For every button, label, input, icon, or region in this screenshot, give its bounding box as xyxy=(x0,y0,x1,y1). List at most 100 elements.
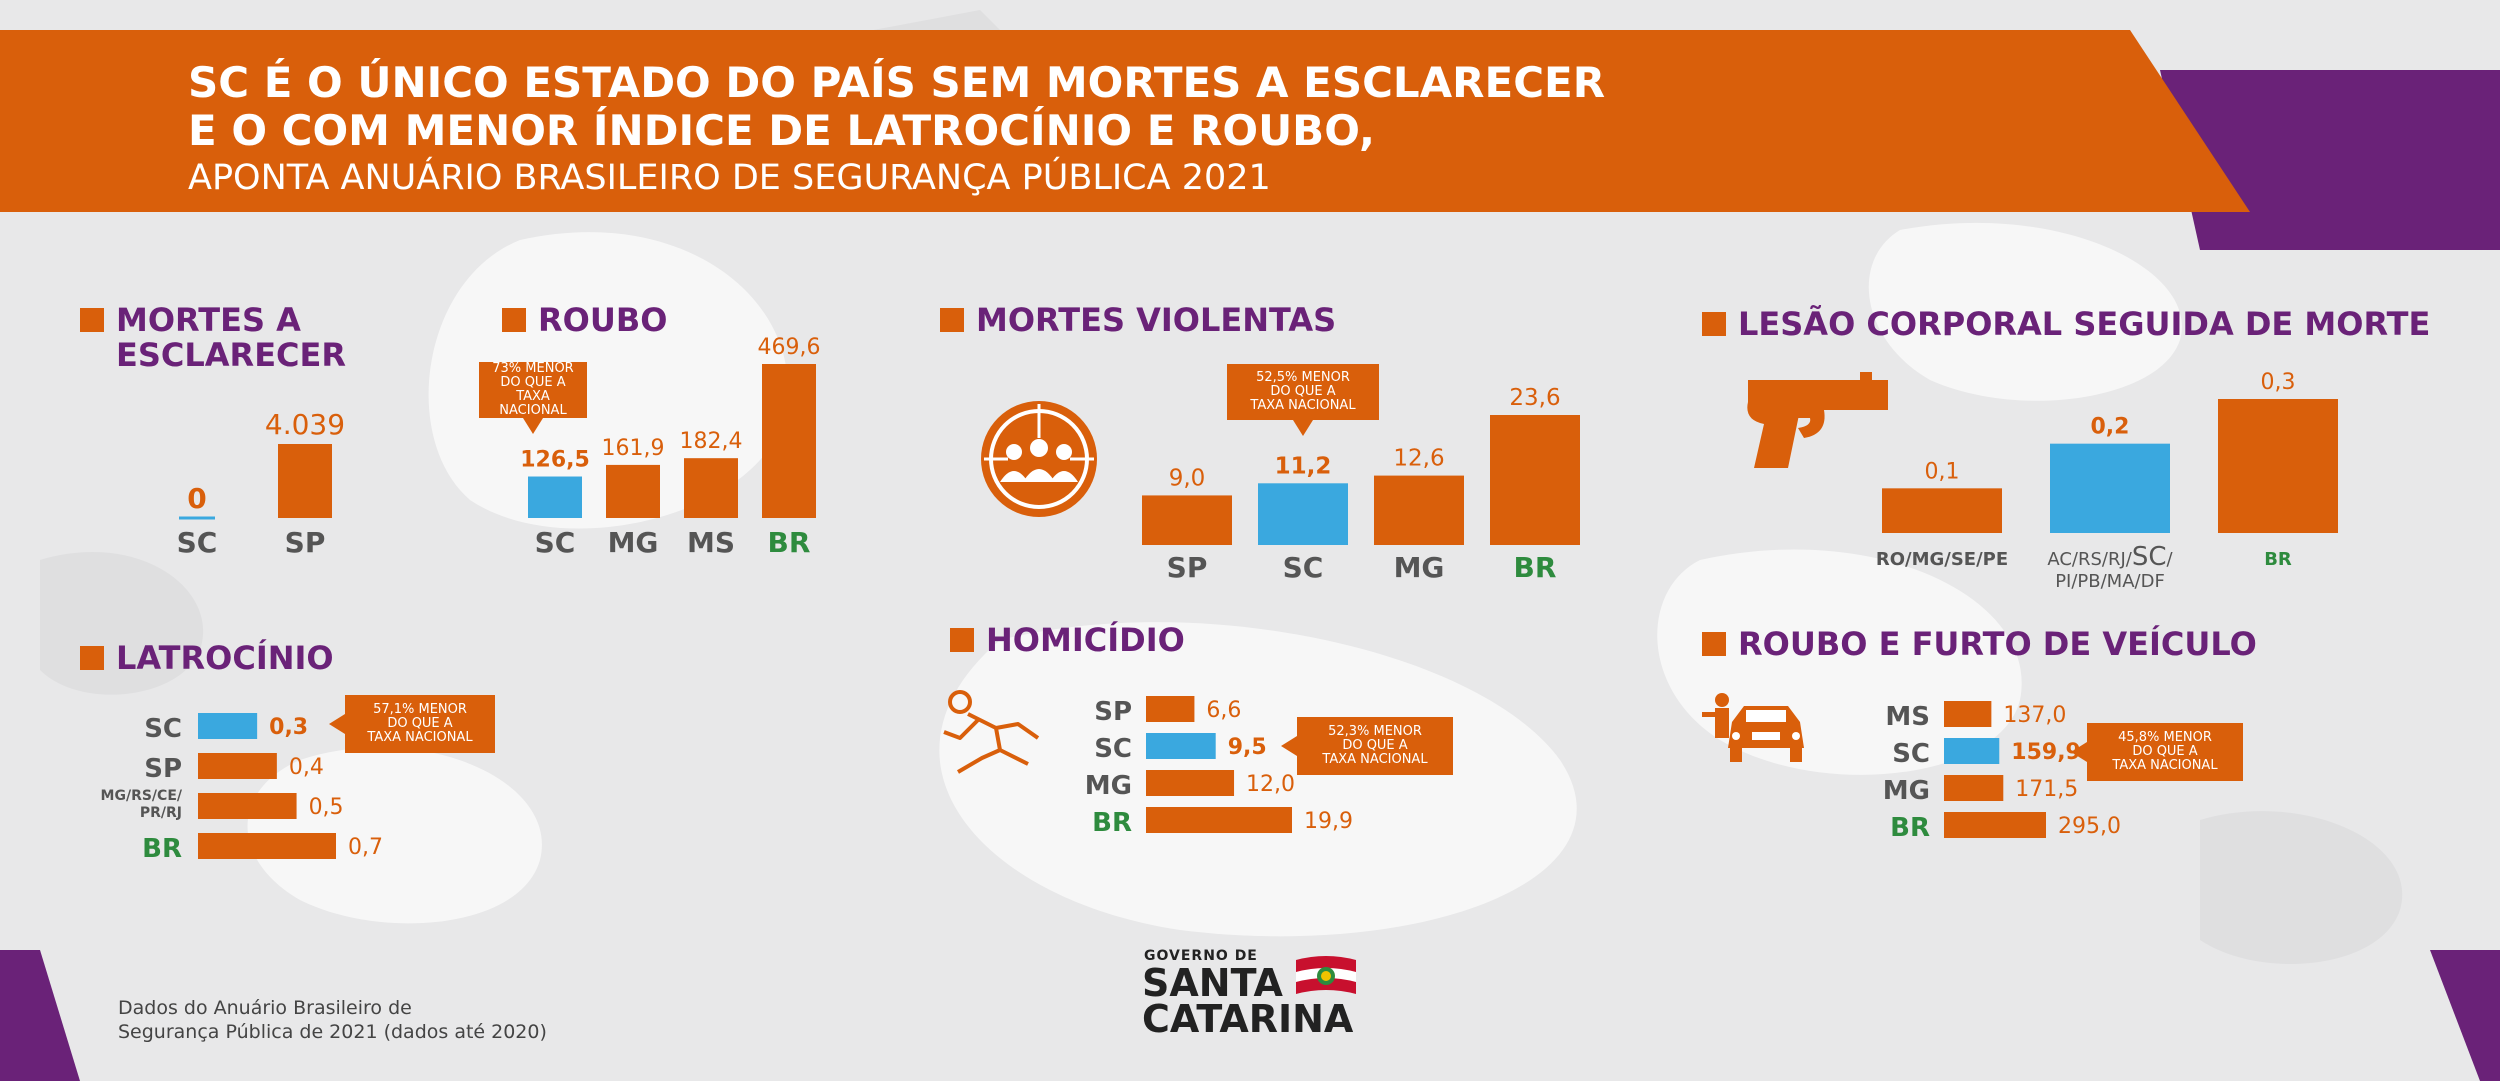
data-label: 11,2 xyxy=(1275,453,1332,479)
data-label: 0,5 xyxy=(309,795,344,820)
tick-label: AC/RS/RJ/SC/ xyxy=(2047,542,2173,572)
logo-line-1: SANTA xyxy=(1142,961,1283,1005)
data-label: 0,3 xyxy=(269,715,308,740)
callout-line: DO QUE A xyxy=(1342,738,1408,753)
header-line-2: E O COM MENOR ÍNDICE DE LATROCÍNIO E ROU… xyxy=(188,106,1375,155)
bar xyxy=(528,476,582,518)
tick-label: BR xyxy=(768,526,811,559)
bar xyxy=(198,713,258,739)
source-line-1: Dados do Anuário Brasileiro de xyxy=(118,997,412,1019)
data-label: 161,9 xyxy=(602,436,665,461)
tick-label: SP xyxy=(1167,551,1208,584)
data-label: 0,7 xyxy=(348,835,383,860)
bar xyxy=(1258,483,1348,545)
title-marker xyxy=(1702,312,1726,336)
bar xyxy=(198,793,297,819)
logo-line-2: CATARINA xyxy=(1142,997,1354,1041)
callout-line: DO QUE A xyxy=(500,375,566,390)
governo-santa-catarina-logo: GOVERNO DE SANTA CATARINA xyxy=(1142,948,1362,1038)
tick-label: SC xyxy=(177,526,218,559)
bar xyxy=(1142,495,1232,545)
crosshair-target-icon xyxy=(981,401,1097,517)
data-label: 126,5 xyxy=(520,448,590,473)
callout-line: TAXA NACIONAL xyxy=(367,730,473,745)
pistol-icon xyxy=(1747,372,1888,468)
title-lesao: LESÃO CORPORAL SEGUIDA DE MORTE xyxy=(1738,305,2431,343)
title-roubo: ROUBO xyxy=(538,301,668,339)
tick-label: BR xyxy=(142,834,182,864)
data-label: 0,1 xyxy=(1925,459,1960,484)
bar xyxy=(198,753,277,779)
title-homicidio: HOMICÍDIO xyxy=(986,621,1185,659)
data-label: 9,5 xyxy=(1228,735,1267,760)
callout-line: TAXA NACIONAL xyxy=(1322,752,1428,767)
title-mortes-esclarecer-2: ESCLARECER xyxy=(116,336,347,374)
data-label: 295,0 xyxy=(2058,814,2121,839)
tick-label: SC xyxy=(1283,551,1324,584)
source-note: Dados do Anuário Brasileiro de Segurança… xyxy=(118,996,547,1044)
tick-label: MG xyxy=(608,526,659,559)
data-label: 469,6 xyxy=(758,335,821,360)
callout-homicidio: 52,3% MENOR DO QUE A TAXA NACIONAL xyxy=(1281,717,1453,775)
bar xyxy=(606,464,660,518)
bar xyxy=(2050,443,2170,533)
tick-label: BR xyxy=(2264,549,2292,570)
callout-line: 45,8% MENOR xyxy=(2118,730,2212,745)
data-label: 182,4 xyxy=(680,429,743,454)
logo-top-text: GOVERNO DE xyxy=(1144,948,1258,964)
tick-label: SC xyxy=(1094,734,1132,764)
tick-label: MG xyxy=(1394,551,1445,584)
title-marker xyxy=(80,646,104,670)
callout-mortes-violentas: 52,5% MENOR DO QUE A TAXA NACIONAL xyxy=(1227,364,1379,436)
callout-line: DO QUE A xyxy=(387,716,453,731)
crime-scene-outline-icon xyxy=(943,690,1040,774)
data-label: 137,0 xyxy=(2003,703,2066,728)
data-label: 4.039 xyxy=(265,408,345,441)
data-label: 12,0 xyxy=(1246,772,1295,797)
tick-label: PR/RJ xyxy=(140,805,182,821)
tick-label: SP xyxy=(144,754,182,784)
title-marker xyxy=(502,308,526,332)
tick-label: PI/PB/MA/DF xyxy=(2055,571,2165,592)
tick-label: RO/MG/SE/PE xyxy=(1876,549,2008,570)
callout-line: TAXA NACIONAL xyxy=(1250,398,1356,413)
data-label: 12,6 xyxy=(1393,446,1444,472)
callout-line: TAXA NACIONAL xyxy=(2112,758,2218,773)
data-label: 9,0 xyxy=(1169,465,1206,491)
title-mortes-violentas: MORTES VIOLENTAS xyxy=(976,301,1337,339)
tick-label: SC xyxy=(535,526,576,559)
header-line-3: APONTA ANUÁRIO BRASILEIRO DE SEGURANÇA P… xyxy=(188,158,1271,198)
bar xyxy=(1146,733,1216,759)
flag-icon xyxy=(1296,956,1356,994)
tick-label: MG xyxy=(1085,771,1132,801)
bar xyxy=(2218,399,2338,533)
callout-line: 57,1% MENOR xyxy=(373,702,467,717)
tick-label: MG/RS/CE/ xyxy=(101,788,183,804)
callout-latrocinio: 57,1% MENOR DO QUE A TAXA NACIONAL xyxy=(329,695,495,753)
tick-label: SC xyxy=(1892,739,1930,769)
bar xyxy=(1374,475,1464,545)
bar xyxy=(1146,696,1195,722)
tick-label: MS xyxy=(1885,702,1930,732)
bar xyxy=(198,833,336,859)
title-marker xyxy=(940,308,964,332)
title-latrocinio: LATROCÍNIO xyxy=(116,639,334,677)
bar xyxy=(1944,775,2004,801)
callout-line: DO QUE A xyxy=(2132,744,2198,759)
callout-veiculo: 45,8% MENOR DO QUE A TAXA NACIONAL xyxy=(2071,723,2243,781)
tick-label: BR xyxy=(1514,551,1557,584)
title-marker xyxy=(1702,632,1726,656)
callout-line: 73% MENOR xyxy=(492,361,574,376)
purple-accent-left xyxy=(0,950,80,1081)
bar xyxy=(278,444,332,518)
tick-label: MG xyxy=(1883,776,1930,806)
title-mortes-esclarecer-1: MORTES A xyxy=(116,301,301,339)
data-label: 0,3 xyxy=(2261,370,2296,395)
bar xyxy=(1146,770,1235,796)
tick-label: BR xyxy=(1890,813,1930,843)
purple-accent-right xyxy=(2430,950,2500,1081)
header-line-1: SC É O ÚNICO ESTADO DO PAÍS SEM MORTES A… xyxy=(188,58,1606,107)
car-robbery-icon xyxy=(1702,693,1804,762)
title-veiculo: ROUBO E FURTO DE VEÍCULO xyxy=(1738,625,2257,663)
